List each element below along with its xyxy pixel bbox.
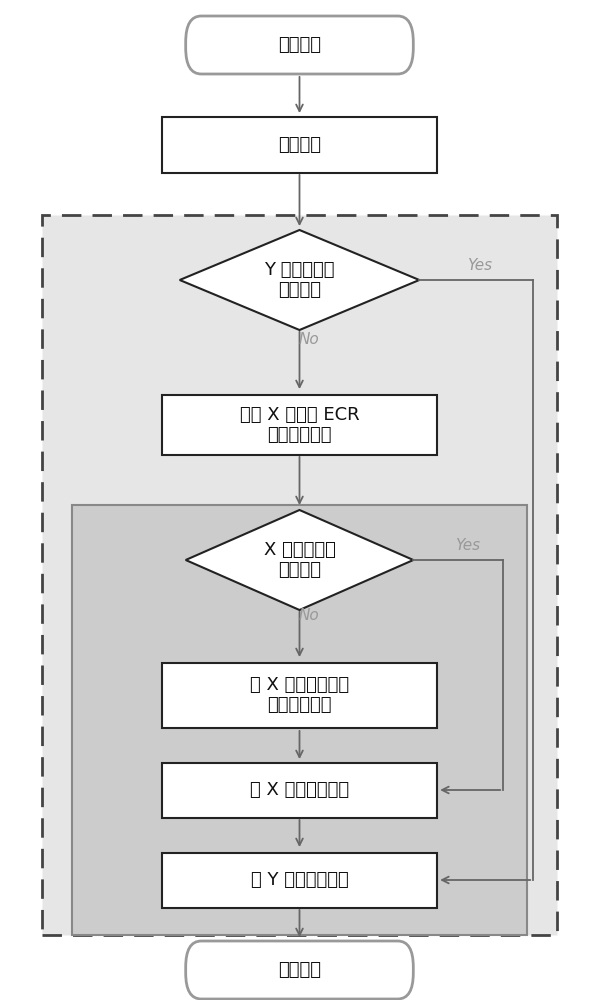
Polygon shape (186, 510, 413, 610)
Text: 对 X 地址进行递增: 对 X 地址进行递增 (250, 781, 349, 799)
Text: 对 X 地址对应的数
据进行或运算: 对 X 地址对应的数 据进行或运算 (250, 676, 349, 714)
Text: 读取开始: 读取开始 (278, 36, 321, 54)
Text: Yes: Yes (455, 538, 480, 552)
Bar (72, 505, 527, 935)
Polygon shape (180, 230, 419, 330)
FancyBboxPatch shape (186, 941, 413, 999)
Bar (162, 395, 437, 455)
Text: 读取结束: 读取结束 (278, 961, 321, 979)
Bar (162, 117, 437, 172)
Bar (162, 762, 437, 818)
Bar (42, 215, 557, 935)
Text: No: No (298, 332, 319, 348)
Text: No: No (298, 607, 319, 622)
Bar (162, 852, 437, 908)
Text: 按照 X 地址对 ECR
数据进行检索: 按照 X 地址对 ECR 数据进行检索 (240, 406, 359, 444)
Text: Y 地址是否达
到最大値: Y 地址是否达 到最大値 (264, 261, 335, 299)
Text: Yes: Yes (467, 257, 492, 272)
FancyBboxPatch shape (186, 16, 413, 74)
Text: 对 Y 地址进行递增: 对 Y 地址进行递增 (250, 871, 349, 889)
Text: X 地址是否达
到最大値: X 地址是否达 到最大値 (264, 541, 335, 579)
Bar (162, 663, 437, 728)
Text: 读取图形: 读取图形 (278, 136, 321, 154)
